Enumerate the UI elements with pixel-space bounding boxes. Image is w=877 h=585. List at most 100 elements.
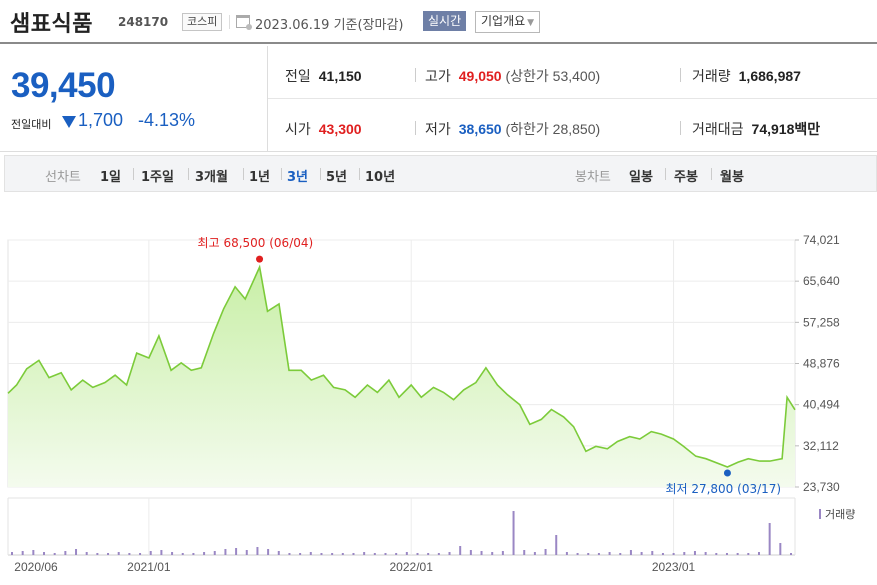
candle-weekly[interactable]: 주봉 [674, 170, 698, 185]
company-overview-button[interactable]: 기업개요 ▼ [475, 11, 541, 33]
price-chart-svg: 74,021 65,640 57,258 48,876 40,494 32,112 23,7… [7, 233, 855, 574]
low-annotation: 최저 27,800 (03/17) [665, 482, 781, 496]
volume-bar [523, 550, 526, 555]
volume-bar [341, 553, 344, 555]
divider [680, 121, 681, 135]
volume-bar [491, 552, 494, 555]
volume-bar [395, 553, 398, 555]
divider [133, 168, 134, 180]
realtime-button[interactable]: 실시간 [423, 11, 467, 31]
price-area [8, 267, 795, 487]
volume-bar [53, 553, 56, 555]
volume-bar [661, 553, 664, 555]
period-1d[interactable]: 1일 [100, 170, 122, 185]
volume-bar [565, 552, 568, 555]
volume-bar [75, 549, 78, 555]
volume-bar [640, 552, 643, 555]
volume-bar [672, 553, 675, 555]
x-tick-label: 2021/01 [127, 560, 171, 574]
period-10y[interactable]: 10년 [365, 170, 396, 185]
divider [415, 68, 416, 82]
prev-close-label: 전일 [285, 68, 311, 84]
stock-code: 248170 [118, 15, 169, 29]
date-label: 2023.06.19 기준(장마감) [255, 18, 404, 33]
volume-bar [405, 552, 408, 555]
period-1w[interactable]: 1주일 [141, 170, 174, 185]
volume-bar [352, 553, 355, 555]
period-3y[interactable]: 3년 [287, 170, 309, 185]
volume-bar [235, 548, 238, 555]
volume-bar [213, 551, 216, 555]
volume-bar [107, 553, 110, 555]
volume-bar [512, 511, 515, 555]
volume-bar [469, 550, 472, 555]
period-selector-bar: 선차트 1일 1주일 3개월 1년 3년 5년 10년 봉차트 일봉 주봉 월봉 [4, 155, 877, 192]
volume-bar [331, 553, 334, 555]
y-tick-label: 40,494 [803, 398, 840, 412]
volume-bar [480, 551, 483, 555]
current-price: 39,450 [11, 66, 116, 105]
volume-bar [267, 549, 270, 555]
prev-close-value: 41,150 [318, 68, 362, 84]
period-1y[interactable]: 1년 [249, 170, 271, 185]
lower-limit: (하한가 28,850) [505, 121, 601, 137]
volume-bar [32, 550, 35, 555]
volume-bar [203, 552, 206, 555]
volume-bar [117, 552, 120, 555]
volume-bar [256, 547, 259, 555]
volume-value: 1,686,987 [738, 68, 801, 84]
volume-bar [96, 553, 99, 555]
volume-legend-swatch [819, 509, 821, 519]
y-tick-label: 65,640 [803, 274, 840, 288]
x-tick-label: 2023/01 [652, 560, 696, 574]
volume-bar [373, 553, 376, 555]
calendar-icon [236, 15, 252, 30]
volume-bar [160, 550, 163, 555]
volume-bar [181, 553, 184, 555]
volume-bar [587, 553, 590, 555]
high-annotation: 최고 68,500 (06/04) [198, 236, 314, 250]
open-value: 43,300 [318, 121, 362, 137]
divider [359, 168, 360, 180]
candle-daily[interactable]: 일봉 [629, 170, 653, 185]
volume-legend-label: 거래량 [825, 508, 855, 521]
price-chart[interactable]: 74,021 65,640 57,258 48,876 40,494 32,112 23,7… [0, 230, 877, 585]
period-3m[interactable]: 3개월 [195, 170, 228, 185]
change-value: 1,700 [78, 110, 124, 130]
volume-bar [309, 552, 312, 555]
volume-bar [683, 552, 686, 555]
divider [415, 121, 416, 135]
volume-bar [416, 553, 419, 555]
low-value: 38,650 [458, 121, 502, 137]
volume-bar [725, 553, 728, 555]
volume-bar [427, 553, 430, 555]
volume-bar [704, 552, 707, 555]
market-badge: 코스피 [182, 13, 223, 31]
x-tick-label: 2020/06 [14, 560, 58, 574]
volume-bar [288, 553, 291, 555]
volume-bar [790, 553, 792, 555]
open-price: 시가 43,300 [285, 119, 362, 139]
stock-header: 샘표식품 248170 코스피 2023.06.19 기준(장마감) 실시간 기… [0, 0, 877, 44]
amount-label: 거래대금 [692, 121, 744, 137]
row-divider [268, 98, 877, 99]
volume-bar [277, 551, 280, 555]
price-line [7, 264, 796, 468]
current-price-panel: 39,450 전일대비 1,700 -4.13% [0, 46, 268, 152]
volume-bar [768, 523, 771, 555]
volume-bar [608, 552, 611, 555]
y-tick-label: 74,021 [803, 233, 840, 247]
down-triangle-icon [62, 116, 76, 128]
volume-bar [533, 552, 536, 555]
volume-bar [245, 550, 248, 555]
period-5y[interactable]: 5년 [326, 170, 348, 185]
volume-bar [11, 552, 13, 555]
y-tick-label: 32,112 [803, 439, 839, 453]
open-label: 시가 [285, 121, 311, 137]
volume-bar [85, 552, 88, 555]
price-summary: 39,450 전일대비 1,700 -4.13% 전일 41,150 고가 49,0… [0, 46, 877, 152]
volume-bar [171, 552, 174, 555]
divider [229, 15, 230, 29]
volume-bar [64, 551, 67, 555]
candle-monthly[interactable]: 월봉 [720, 170, 744, 185]
